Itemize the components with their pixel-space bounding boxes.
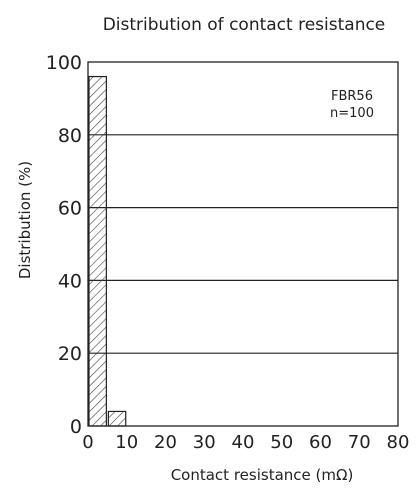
x-tick-label-80: 80 bbox=[387, 432, 410, 453]
y-tick-label-0: 0 bbox=[70, 416, 82, 438]
y-tick-label-20: 20 bbox=[58, 343, 82, 365]
grid-lines bbox=[88, 134, 398, 354]
bar-bin-0 bbox=[88, 75, 107, 427]
chart-title: Distribution of contact resistance bbox=[103, 15, 386, 35]
y-tick-label-60: 60 bbox=[58, 198, 82, 220]
x-axis-label: Contact resistance (mΩ) bbox=[171, 466, 354, 484]
x-tick-labels: 0 10 20 30 40 50 60 70 80 bbox=[82, 432, 409, 453]
y-tick-labels: 0 20 40 60 80 100 bbox=[46, 52, 82, 438]
plot-frame bbox=[87, 61, 399, 427]
annotation-sample-size: n=100 bbox=[330, 106, 374, 121]
y-tick-label-80: 80 bbox=[58, 125, 82, 147]
bars bbox=[88, 75, 127, 427]
bar-bin-1 bbox=[107, 410, 127, 427]
axes bbox=[87, 61, 399, 427]
x-tick-label-30: 30 bbox=[193, 432, 216, 453]
annotation-model: FBR56 bbox=[331, 89, 373, 104]
y-axis-label: Distribution (%) bbox=[16, 161, 34, 279]
y-tick-label-40: 40 bbox=[58, 270, 82, 292]
x-tick-label-50: 50 bbox=[270, 432, 293, 453]
x-tick-label-70: 70 bbox=[348, 432, 371, 453]
x-tick-label-40: 40 bbox=[232, 432, 255, 453]
x-tick-label-20: 20 bbox=[154, 432, 177, 453]
x-tick-label-0: 0 bbox=[82, 432, 93, 453]
x-tick-label-10: 10 bbox=[115, 432, 138, 453]
y-tick-label-100: 100 bbox=[46, 52, 82, 74]
x-tick-label-60: 60 bbox=[309, 432, 332, 453]
